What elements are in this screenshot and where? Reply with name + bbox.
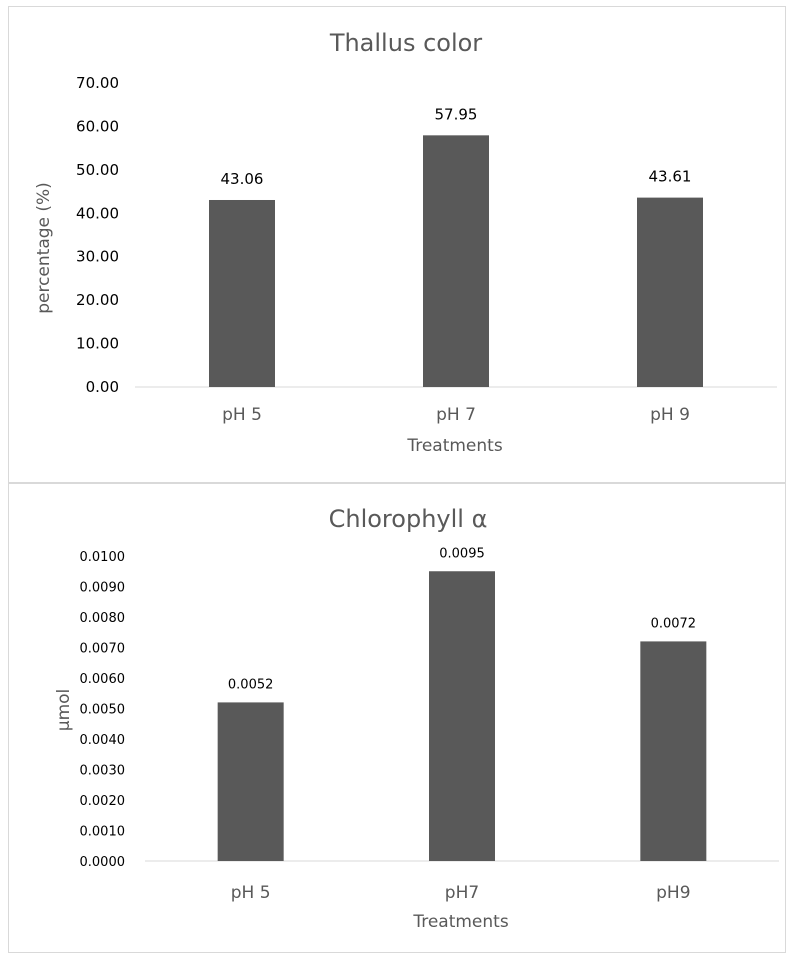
category-label: pH 7 (436, 405, 476, 425)
chart-title: Chlorophyll α (329, 505, 488, 533)
data-label: 57.95 (435, 105, 478, 123)
y-tick-label: 20.00 (76, 291, 119, 309)
y-axis-title: percentage (%) (34, 182, 54, 314)
category-label: pH 5 (222, 405, 262, 425)
y-tick-label: 50.00 (76, 161, 119, 179)
bar (209, 199, 275, 387)
chart-title: Thallus color (329, 29, 482, 57)
y-tick-label: 10.00 (76, 335, 119, 353)
data-label: 43.06 (221, 170, 264, 188)
chlorophyll-chart: Chlorophyll α µmol Treatments 0.0000 0.00… (54, 505, 779, 932)
data-label: 0.0052 (228, 677, 274, 692)
y-tick-label: 0.0020 (80, 794, 126, 809)
y-tick-label: 0.0040 (80, 733, 126, 748)
x-axis-title: Treatments (412, 912, 509, 932)
chlorophyll-chart-panel: Chlorophyll α µmol Treatments 0.0000 0.00… (8, 483, 786, 953)
data-label: 0.0072 (651, 616, 697, 631)
y-tick-label: 0.00 (86, 378, 119, 396)
y-axis-title: µmol (54, 689, 74, 732)
y-tick-label: 0.0000 (80, 855, 126, 870)
y-tick-label: 0.0090 (80, 581, 126, 596)
y-tick-label: 0.0010 (80, 825, 126, 840)
y-tick-label: 60.00 (76, 117, 119, 135)
category-label: pH 9 (650, 405, 690, 425)
y-tick-label: 30.00 (76, 248, 119, 266)
y-tick-label: 0.0060 (80, 672, 126, 687)
y-tick-label: 70.00 (76, 74, 119, 92)
bar (640, 641, 707, 861)
bar (217, 702, 284, 861)
category-label: pH9 (656, 883, 690, 903)
bar (423, 135, 489, 387)
y-tick-label: 0.0080 (80, 611, 126, 626)
x-axis-title: Treatments (406, 436, 503, 456)
y-tick-label: 0.0030 (80, 764, 126, 779)
thallus-color-chart: Thallus color percentage (%) Treatments … (34, 29, 777, 456)
data-label: 0.0095 (439, 546, 485, 561)
bar (429, 571, 495, 861)
y-tick-label: 0.0070 (80, 642, 126, 657)
y-tick-label: 0.0050 (80, 703, 126, 718)
bar (637, 197, 703, 387)
y-tick-label: 40.00 (76, 204, 119, 222)
category-label: pH 5 (231, 883, 271, 903)
y-tick-label: 0.0100 (80, 550, 126, 565)
thallus-color-chart-panel: Thallus color percentage (%) Treatments … (8, 6, 786, 483)
category-label: pH7 (445, 883, 479, 903)
data-label: 43.61 (649, 168, 692, 186)
